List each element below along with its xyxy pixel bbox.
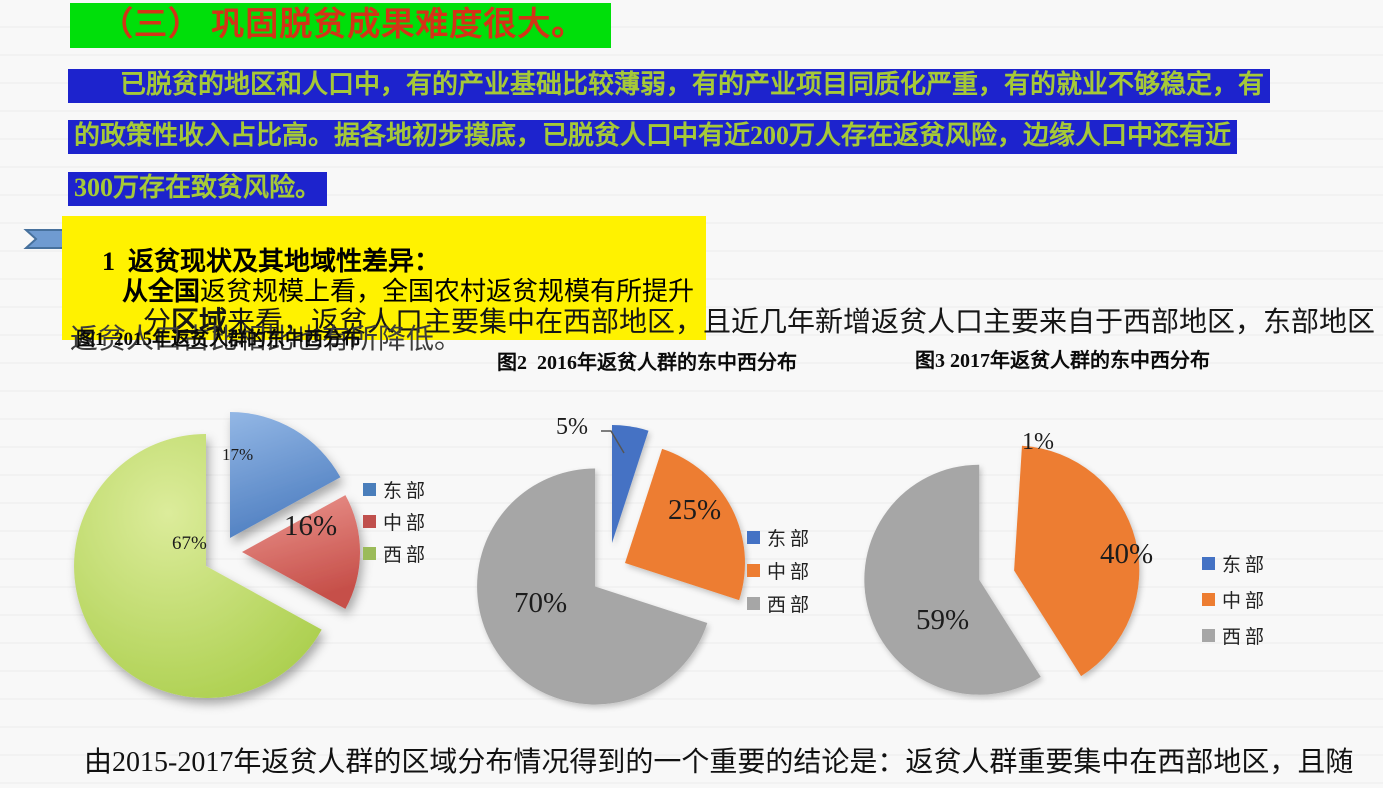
legend-swatch-east [747, 531, 760, 544]
pie3-slice-west [864, 464, 1041, 695]
pie2-slice-east [612, 425, 649, 543]
figure3-title: 图3 2017年返贫人群的东中西分布 [915, 350, 1210, 372]
pie1-label-west: 67% [172, 533, 207, 554]
legend-label-east: 东部 [1222, 554, 1269, 576]
intro-line-3: 300万存在致贫风险。 [68, 172, 328, 206]
body-line1-bold: 区域 [171, 307, 228, 338]
legend-label-central: 中部 [1222, 590, 1269, 612]
pie2-label-west: 70% [514, 587, 568, 619]
legend-label-east: 东部 [383, 480, 430, 502]
pie2-label-central: 25% [668, 494, 722, 526]
legend-row: 西部 [747, 587, 813, 620]
legend-swatch-east [1202, 556, 1215, 570]
legend-row: 东部 [747, 521, 813, 554]
pie2-slice-west [477, 468, 708, 705]
legend-swatch-central [363, 514, 376, 528]
pie2-label-east: 5% [556, 414, 588, 440]
pie1-slice-west [74, 434, 322, 698]
conclusion-paragraph: 由2015-2017年返贫人群的区域分布情况得到的一个重要的结论是：返贫人群重要… [84, 747, 1354, 778]
pie1-slice-east [230, 412, 341, 538]
legend-swatch-central [1202, 592, 1215, 606]
pie2-leader-line [601, 430, 625, 454]
heading-lead: 从全国 [122, 277, 201, 306]
pie2-slice-central [625, 448, 745, 601]
intro-line-1: 已脱贫的地区和人口中，有的产业基础比较薄弱，有的产业项目同质化严重，有的就业不够… [68, 69, 1271, 103]
heading-number-title: 1 返贫现状及其地域性差异： [102, 247, 441, 276]
pie1-label-east: 17% [222, 445, 254, 464]
legend-label-central: 中部 [383, 512, 430, 534]
legend-label-west: 西部 [383, 544, 430, 566]
pie3-label-west: 59% [916, 604, 970, 636]
legend-swatch-central [747, 564, 760, 577]
figure1-title: 图1 2015年返贫人群的东中西分布 [76, 329, 362, 350]
pie1-slice-central [242, 495, 361, 609]
legend-swatch-west [747, 597, 760, 610]
legend-row: 东部 [1202, 545, 1268, 581]
legend-label-central: 中部 [767, 562, 814, 583]
body-line1-rest: 来看，返贫人口主要集中在西部地区，且近几年新增返贫人口主要来自于西部地区，东部地… [227, 307, 1376, 338]
pie3-label-east: 1% [1022, 429, 1054, 455]
legend-swatch-east [363, 482, 376, 496]
legend-row: 东部 [363, 473, 429, 505]
pie3-slice-central [1014, 445, 1140, 677]
section-heading: 1 返贫现状及其地域性差异： 从全国返贫规模上看，全国农村返贫规模有所提升 [62, 216, 707, 340]
pie-chart-2017 [864, 445, 1140, 695]
legend-row: 西部 [1202, 617, 1268, 653]
legend-swatch-west [1202, 628, 1215, 642]
legend-row: 中部 [747, 554, 813, 587]
heading-rest: 返贫规模上看，全国农村返贫规模有所提升 [200, 277, 695, 306]
pie-chart-2016 [477, 425, 745, 705]
body-paragraph-line1: 分区域来看，返贫人口主要集中在西部地区，且近几年新增返贫人口主要来自于西部地区，… [70, 268, 1383, 372]
pie-chart-2015 [74, 412, 361, 698]
section-title: （三） 巩固脱贫成果难度很大。 [70, 3, 612, 48]
legend-row: 中部 [363, 505, 429, 537]
pie2-legend: 东部 中部 西部 [747, 521, 813, 620]
legend-row: 西部 [363, 537, 429, 569]
legend-label-east: 东部 [767, 529, 814, 550]
pie3-legend: 东部 中部 西部 [1202, 545, 1268, 653]
body-paragraph-line2: 返贫人口占比相比也有所降低。 [70, 324, 463, 355]
legend-row: 中部 [1202, 581, 1268, 617]
pie3-label-central: 40% [1100, 538, 1154, 570]
pie1-label-central: 16% [284, 510, 338, 542]
legend-label-west: 西部 [1222, 626, 1269, 648]
legend-swatch-west [363, 546, 376, 560]
pie1-legend: 东部 中部 西部 [363, 473, 429, 569]
intro-line-2: 的政策性收入占比高。据各地初步摸底，已脱贫人口中有近200万人存在返贫风险，边缘… [68, 120, 1238, 154]
body-line1-pre: 分 [143, 307, 172, 338]
legend-label-west: 西部 [767, 595, 814, 616]
figure2-title: 图2 2016年返贫人群的东中西分布 [497, 352, 797, 374]
